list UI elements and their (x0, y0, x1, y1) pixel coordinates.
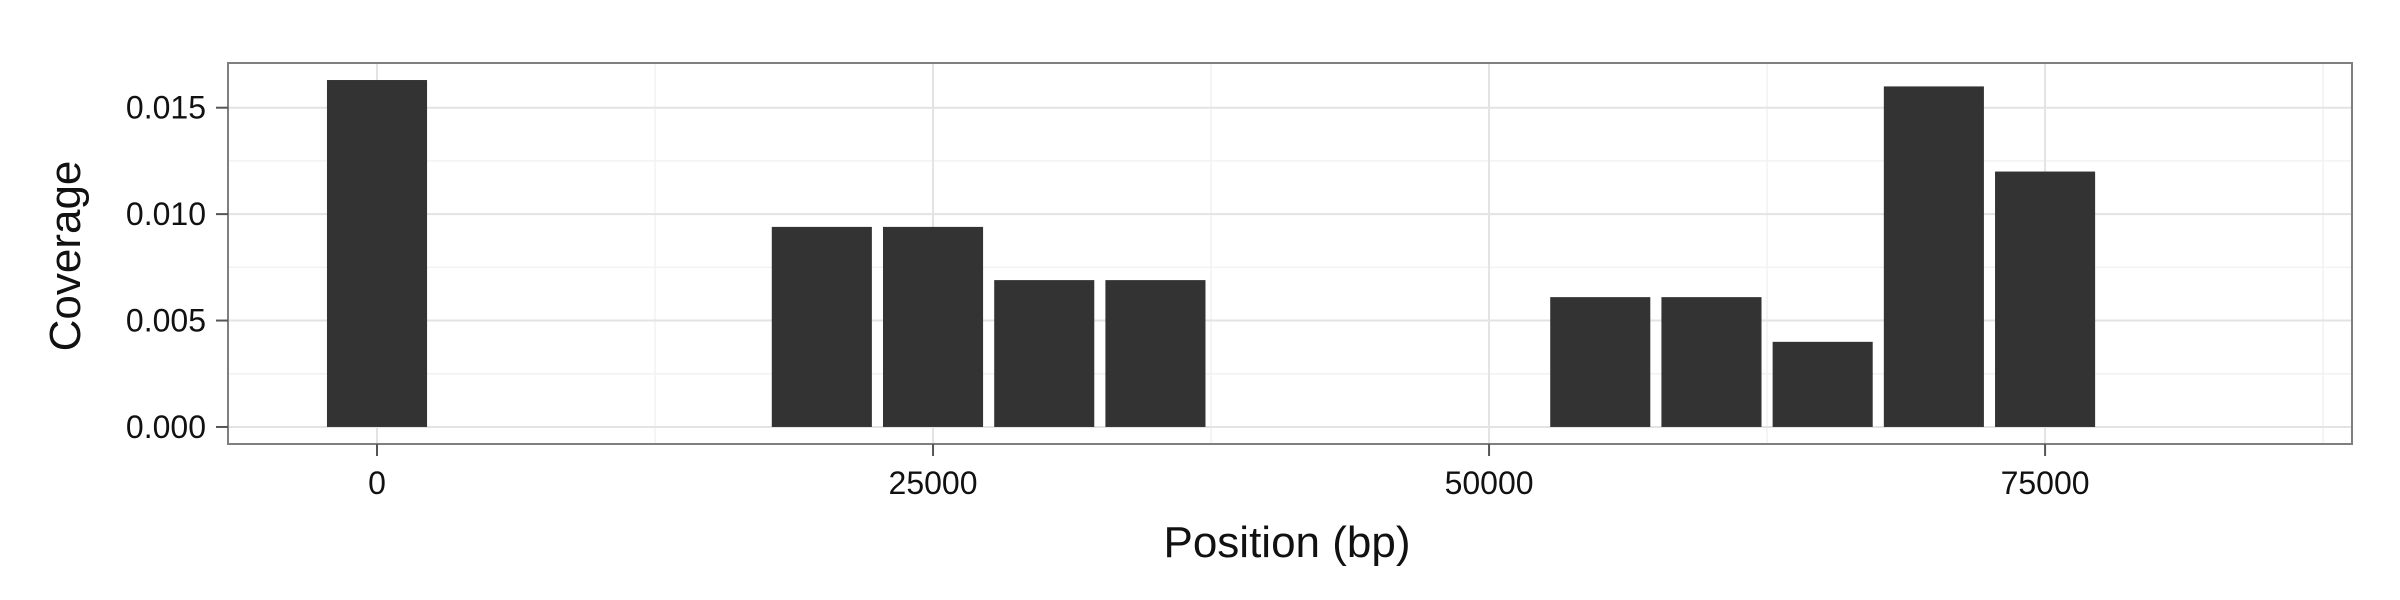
bar (326, 80, 428, 427)
x-axis-title: Position (bp) (1163, 518, 1410, 567)
plot-border (227, 62, 2353, 445)
x-axis: 0 25000 50000 75000 (368, 444, 2090, 501)
bar (994, 280, 1095, 427)
x-tick-label: 50000 (1445, 465, 1534, 501)
bar (1995, 171, 2096, 427)
y-axis: 0.000 0.005 0.010 0.015 (126, 90, 228, 445)
bar (882, 226, 984, 427)
bars (326, 80, 2096, 427)
bar (771, 226, 872, 427)
y-tick-label: 0.000 (126, 409, 206, 445)
bar (1661, 297, 1762, 427)
y-tick-label: 0.015 (126, 90, 206, 126)
y-tick-label: 0.005 (126, 303, 206, 339)
x-tick-label: 75000 (2001, 465, 2090, 501)
bar (1883, 86, 1984, 427)
y-tick-label: 0.010 (126, 196, 206, 232)
bar (1772, 341, 1873, 427)
x-tick-label: 25000 (889, 465, 978, 501)
bar (1550, 297, 1651, 427)
x-tick-label: 0 (368, 465, 386, 501)
bar (1105, 280, 1206, 427)
y-axis-title: Coverage (41, 161, 90, 352)
